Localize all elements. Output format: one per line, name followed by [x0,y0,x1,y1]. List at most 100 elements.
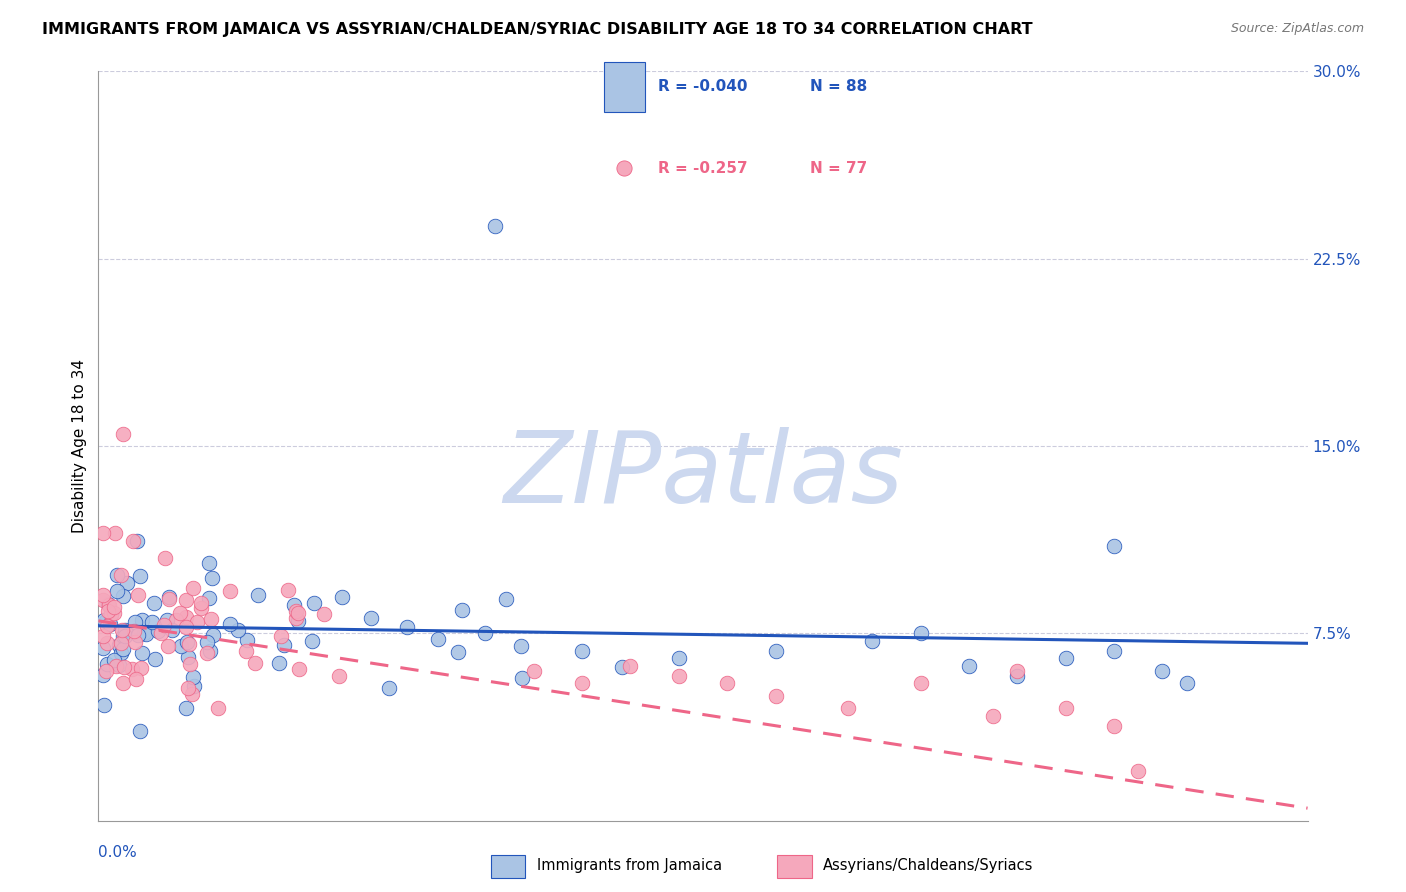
Point [1102,539,1125,553]
Point [127,627,149,641]
Point [131,613,153,627]
Point [97,603,120,617]
Point [111,629,134,643]
Point [451,603,474,617]
Point [201,628,224,642]
Point [98,616,121,631]
Point [97,597,120,611]
Point [447,645,470,659]
Point [190,601,212,615]
Point [96,636,118,650]
Point [131,646,153,660]
Point [613,161,636,176]
Point [104,526,127,541]
Point [190,596,212,610]
Point [235,644,257,658]
Point [149,625,172,640]
Point [125,534,148,549]
Text: R = -0.257: R = -0.257 [658,161,748,176]
Point [195,634,218,648]
Point [177,637,200,651]
Point [143,651,166,665]
Point [174,620,197,634]
FancyBboxPatch shape [491,855,526,878]
Text: ZIPatlas: ZIPatlas [503,427,903,524]
Point [112,660,135,674]
Point [1128,764,1150,778]
Point [474,626,496,640]
Point [111,589,134,603]
Text: IMMIGRANTS FROM JAMAICA VS ASSYRIAN/CHALDEAN/SYRIAC DISABILITY AGE 18 TO 34 CORR: IMMIGRANTS FROM JAMAICA VS ASSYRIAN/CHAL… [42,22,1033,37]
Point [103,600,125,615]
Point [121,662,143,676]
Point [246,588,269,602]
Text: Immigrants from Jamaica: Immigrants from Jamaica [537,858,723,872]
Point [1007,664,1029,678]
Text: N = 77: N = 77 [810,161,868,176]
Point [1054,651,1077,665]
Point [156,613,179,627]
Point [219,584,242,599]
Point [146,624,169,638]
Point [97,598,120,612]
Point [96,657,118,671]
Text: Assyrians/Chaldeans/Syriacs: Assyrians/Chaldeans/Syriacs [824,858,1033,872]
Point [510,671,533,685]
Point [111,426,134,441]
Point [170,639,193,653]
Point [96,619,118,633]
Point [218,616,240,631]
Point [377,681,399,695]
Point [91,526,114,541]
Point [108,657,131,672]
Point [105,567,128,582]
Point [1175,676,1198,690]
Point [177,681,200,696]
Point [153,617,176,632]
FancyBboxPatch shape [605,62,644,112]
Point [287,606,309,620]
Point [207,701,229,715]
Point [330,590,353,604]
Point [100,607,122,621]
Point [114,629,136,643]
Point [91,588,114,602]
Point [156,639,179,653]
Point [124,615,146,630]
Point [174,610,197,624]
Point [236,633,259,648]
Point [198,591,221,606]
Point [125,672,148,686]
Point [110,636,132,650]
Y-axis label: Disability Age 18 to 34: Disability Age 18 to 34 [72,359,87,533]
Point [117,575,139,590]
Point [127,588,149,602]
Point [301,633,323,648]
Point [287,614,309,628]
Point [304,596,326,610]
Point [160,623,183,637]
Point [155,550,177,565]
Point [94,614,117,628]
Point [285,611,308,625]
Point [132,626,155,640]
Point [108,638,131,652]
Point [181,670,204,684]
Point [129,724,152,739]
Point [910,676,932,690]
FancyBboxPatch shape [778,855,811,878]
Point [288,662,311,676]
Point [165,613,187,627]
Point [1102,644,1125,658]
Point [124,635,146,649]
Text: N = 88: N = 88 [810,79,868,95]
Point [157,590,180,604]
Point [135,627,157,641]
Point [197,556,219,570]
Point [571,644,593,658]
Point [183,679,205,693]
Point [141,615,163,629]
Point [195,646,218,660]
Point [957,658,980,673]
Point [103,652,125,666]
